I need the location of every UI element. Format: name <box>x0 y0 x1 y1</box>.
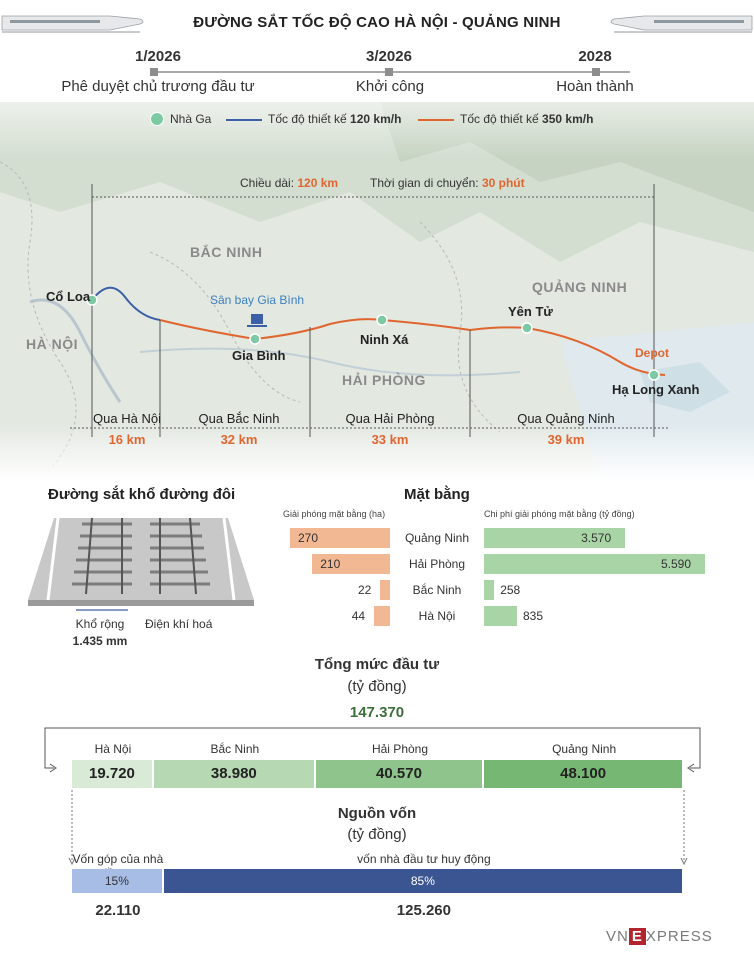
investment-unit: (tỷ đồng) <box>347 678 407 695</box>
funding-connectors <box>68 790 688 866</box>
funding-source-label: vốn nhà đầu tư huy động <box>357 852 491 866</box>
legend-120-label: Tốc độ thiết kế 120 km/h <box>268 112 402 126</box>
timeline-date-1: 1/2026 <box>135 48 181 65</box>
investment-segment: 19.720 <box>72 760 152 788</box>
province-label: Hà Nội <box>418 609 456 623</box>
travel-time: Thời gian di chuyển: 30 phút <box>370 176 525 190</box>
segment-length: 39 km <box>547 432 585 447</box>
station-label: Hạ Long Xanh <box>612 382 700 397</box>
land-area-value: 210 <box>320 557 341 571</box>
land-area-caption: Giải phóng mặt bằng (ha) <box>283 509 386 519</box>
timeline-marker <box>150 68 158 76</box>
route-map: Nhà Ga Tốc độ thiết kế 120 km/h Tốc độ t… <box>0 102 754 480</box>
gauge-label: Khổ rộng <box>75 617 125 631</box>
double-track-illustration <box>28 517 254 611</box>
province-label: Quảng Ninh <box>404 531 470 545</box>
land-area-bar <box>380 580 390 600</box>
timeline-label-1: Phê duyệt chủ trương đầu tư <box>61 78 255 95</box>
station-label: Yên Tử <box>508 304 553 319</box>
land-cost-value: 5.590 <box>661 557 692 571</box>
brand-logo: VN E XPRESS <box>606 928 713 945</box>
timeline-marker <box>592 68 600 76</box>
region-label: HẢI PHÒNG <box>342 372 426 388</box>
train-left-icon <box>1 15 144 33</box>
investment-segment: 38.980 <box>153 760 314 788</box>
route-length: Chiều dài: 120 km <box>240 176 339 190</box>
investment-total: 147.370 <box>349 704 405 721</box>
investment-bracket <box>44 727 701 773</box>
station-legend-icon <box>150 112 164 126</box>
investment-segment: 48.100 <box>484 760 682 788</box>
investment-province: Bắc Ninh <box>210 742 260 756</box>
funding-segment: 85% <box>163 869 682 893</box>
segment-name: Qua Hà Nội <box>93 411 161 426</box>
land-cost-bar <box>484 554 705 574</box>
investment-title: Tổng mức đầu tư <box>314 656 440 673</box>
land-cost-caption: Chi phí giải phóng mặt bằng (tỷ đồng) <box>484 509 635 519</box>
map-background <box>0 102 754 480</box>
funding-value: 125.260 <box>396 902 451 919</box>
station-label: Ninh Xá <box>360 332 409 347</box>
land-area-bar <box>373 606 390 626</box>
legend-350-label: Tốc độ thiết kế 350 km/h <box>460 112 594 126</box>
timeline-label-3: Hoàn thành <box>556 78 634 95</box>
province-label: Bắc Ninh <box>412 583 462 597</box>
segment-length: 33 km <box>371 432 409 447</box>
land-cost-value: 835 <box>523 609 544 623</box>
land-cost-value: 258 <box>500 583 521 597</box>
land-area-bar <box>290 528 390 548</box>
segment-name: Qua Quảng Ninh <box>517 411 615 426</box>
gauge-value: 1.435 mm <box>72 634 128 648</box>
segment-length: 16 km <box>108 432 146 447</box>
land-cost-bar <box>484 528 626 548</box>
line-350-legend-icon <box>418 119 454 121</box>
region-label: QUẢNG NINH <box>532 279 628 295</box>
track-title: Đường sắt khổ đường đôi <box>48 486 236 503</box>
land-area-value: 22 <box>358 583 372 597</box>
legend-station-label: Nhà Ga <box>170 112 212 126</box>
land-area-value: 44 <box>351 609 366 623</box>
investment-province: Quảng Ninh <box>552 742 617 756</box>
investment-province: Hải Phòng <box>371 742 429 756</box>
station-label: Cổ Loa <box>46 289 91 304</box>
funding-value: 22.110 <box>95 902 141 919</box>
station-label: Gia Bình <box>232 348 286 363</box>
timeline-label-2: Khởi công <box>355 78 425 95</box>
land-cost-value: 3.570 <box>581 531 612 545</box>
land-area-bar <box>312 554 390 574</box>
land-cost-bar <box>484 606 517 626</box>
depot-label: Depot <box>635 346 669 360</box>
page-title: ĐƯỜNG SẮT TỐC ĐỘ CAO HÀ NỘI - QUẢNG NINH <box>193 14 561 31</box>
segment-length: 32 km <box>220 432 258 447</box>
investment-segment: 40.570 <box>315 760 483 788</box>
land-cost-bar <box>484 580 495 600</box>
line-120-legend-icon <box>226 119 262 121</box>
timeline-marker <box>385 68 393 76</box>
funding-title: Nguồn vốn <box>337 805 417 822</box>
land-area-value: 270 <box>298 531 319 545</box>
funding-segment: 15% <box>72 869 162 893</box>
segment-name: Qua Hải Phòng <box>345 411 435 426</box>
electrified-label: Điện khí hoá <box>145 617 213 631</box>
province-label: Hải Phòng <box>408 557 466 571</box>
segment-name: Qua Bắc Ninh <box>198 411 280 426</box>
investment-province: Hà Nội <box>94 742 132 756</box>
timeline-date-3: 2028 <box>578 48 612 65</box>
region-label: BẮC NINH <box>190 244 263 260</box>
airport-label: Sân bay Gia Bình <box>210 293 305 307</box>
train-right-icon <box>610 15 753 33</box>
timeline-date-2: 3/2026 <box>366 48 412 65</box>
land-title: Mặt bằng <box>404 486 470 503</box>
region-label: HÀ NỘI <box>26 336 78 352</box>
funding-unit: (tỷ đồng) <box>347 826 407 843</box>
